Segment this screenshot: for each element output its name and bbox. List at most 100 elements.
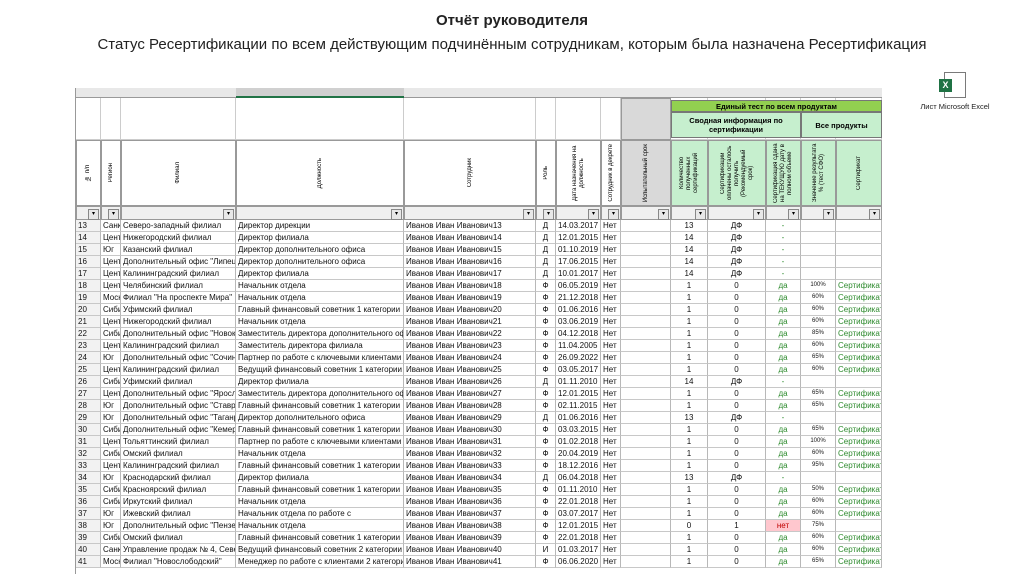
table-cell: Нижегородский филиал xyxy=(121,232,236,244)
table-cell: 0 xyxy=(708,448,766,460)
table-cell: 26.09.2022 xyxy=(556,352,601,364)
empty-cell xyxy=(836,244,882,256)
filter-button[interactable]: ▾ xyxy=(523,209,534,220)
filter-button[interactable]: ▾ xyxy=(695,209,706,220)
table-cell: 1 xyxy=(671,424,708,436)
empty-cell xyxy=(836,376,882,388)
column-header: Сотрудник xyxy=(404,140,536,206)
table-cell: Сиби xyxy=(101,496,121,508)
table-cell: 1 xyxy=(671,532,708,544)
table-cell: 20.04.2019 xyxy=(556,448,601,460)
table-cell: Иванов Иван Иванович37 xyxy=(404,508,536,520)
table-cell: 75% xyxy=(801,520,836,532)
attachment-label[interactable]: Лист Microsoft Excel xyxy=(920,102,990,111)
filter-button[interactable]: ▾ xyxy=(588,209,599,220)
table-cell: Дополнительный офис "Ярославский" xyxy=(121,388,236,400)
table-cell: 0 xyxy=(708,424,766,436)
column-header: Филиал xyxy=(121,140,236,206)
table-cell: Ф xyxy=(536,280,556,292)
header-blank xyxy=(601,98,621,140)
table-cell: Сиби xyxy=(101,424,121,436)
filter-button[interactable]: ▾ xyxy=(823,209,834,220)
table-cell: Юг xyxy=(101,352,121,364)
table-cell: 65% xyxy=(801,400,836,412)
filter-button[interactable]: ▾ xyxy=(658,209,669,220)
filter-button[interactable]: ▾ xyxy=(753,209,764,220)
empty-cell xyxy=(836,268,882,280)
table-cell: Ф xyxy=(536,532,556,544)
column-header: Количество полученных сертификаций xyxy=(671,140,708,206)
table-cell: 01.06.2016 xyxy=(556,412,601,424)
column-header: Испытательный срок xyxy=(621,140,671,206)
table-cell: Ф xyxy=(536,388,556,400)
table-cell: Сиби xyxy=(101,448,121,460)
table-cell: 0 xyxy=(708,484,766,496)
filter-button[interactable]: ▾ xyxy=(391,209,402,220)
filter-cell: ▾ xyxy=(766,206,801,220)
table-cell: Юг xyxy=(101,244,121,256)
header-blank xyxy=(101,98,121,140)
table-cell: Краснодарский филиал xyxy=(121,472,236,484)
filter-cell: ▾ xyxy=(708,206,766,220)
table-cell: 12.01.2015 xyxy=(556,520,601,532)
table-cell: да xyxy=(766,544,801,556)
table-cell: Нет xyxy=(601,304,621,316)
filter-button[interactable]: ▾ xyxy=(108,209,119,220)
table-cell: Иванов Иван Иванович31 xyxy=(404,436,536,448)
table-cell: - xyxy=(766,412,801,424)
filter-cell: ▾ xyxy=(621,206,671,220)
empty-cell xyxy=(621,244,671,256)
excel-icon[interactable]: X xyxy=(939,72,966,98)
table-cell: 01.10.2019 xyxy=(556,244,601,256)
column-header-text: Сертификат xyxy=(855,156,862,190)
table-cell: Сертификат xyxy=(836,280,882,292)
filter-button[interactable]: ▾ xyxy=(223,209,234,220)
column-header-text: Испытательный срок xyxy=(642,143,649,203)
group-header: Сводная информация по сертификации xyxy=(671,112,801,138)
filter-button[interactable]: ▾ xyxy=(788,209,799,220)
table-cell: 13 xyxy=(76,220,101,232)
empty-cell xyxy=(836,220,882,232)
empty-cell xyxy=(621,436,671,448)
table-cell: Управление продаж № 4, Северо-Запад xyxy=(121,544,236,556)
table-cell: Нет xyxy=(601,460,621,472)
table-cell: 36 xyxy=(76,496,101,508)
table-cell: 1 xyxy=(671,436,708,448)
filter-button[interactable]: ▾ xyxy=(543,209,554,220)
table-cell: Нет xyxy=(601,472,621,484)
table-cell: 0 xyxy=(708,532,766,544)
empty-cell xyxy=(621,544,671,556)
table-cell: Сертификат xyxy=(836,496,882,508)
column-header-text: Должность xyxy=(316,157,323,189)
table-cell: 12.01.2015 xyxy=(556,388,601,400)
table-cell: Иванов Иван Иванович35 xyxy=(404,484,536,496)
table-cell: 60% xyxy=(801,508,836,520)
table-cell: Ф xyxy=(536,496,556,508)
column-header: Регион xyxy=(101,140,121,206)
empty-cell xyxy=(621,400,671,412)
table-cell: - xyxy=(766,256,801,268)
table-cell: 12.01.2015 xyxy=(556,232,601,244)
filter-button[interactable]: ▾ xyxy=(88,209,99,220)
table-cell: Ф xyxy=(536,400,556,412)
column-header-text: Сотрудник xyxy=(466,158,473,188)
table-cell: Иванов Иван Иванович36 xyxy=(404,496,536,508)
table-cell: 14 xyxy=(671,376,708,388)
empty-cell xyxy=(621,232,671,244)
table-cell: Директор дополнительного офиса xyxy=(236,244,404,256)
table-cell: Иванов Иван Иванович28 xyxy=(404,400,536,412)
table-cell: Заместитель директора дополнительного оф… xyxy=(236,328,404,340)
empty-cell xyxy=(801,412,836,424)
table-cell: 02.11.2015 xyxy=(556,400,601,412)
table-cell: 18 xyxy=(76,280,101,292)
header-blank xyxy=(236,98,404,140)
table-cell: 0 xyxy=(708,304,766,316)
table-cell: 17 xyxy=(76,268,101,280)
table-cell: да xyxy=(766,532,801,544)
table-cell: Нет xyxy=(601,376,621,388)
filter-button[interactable]: ▾ xyxy=(608,209,619,220)
filter-button[interactable]: ▾ xyxy=(869,209,880,220)
column-header: Значение результата % (тест СФО) xyxy=(801,140,836,206)
table-cell: Дополнительный офис "Новокузнецкий" xyxy=(121,328,236,340)
